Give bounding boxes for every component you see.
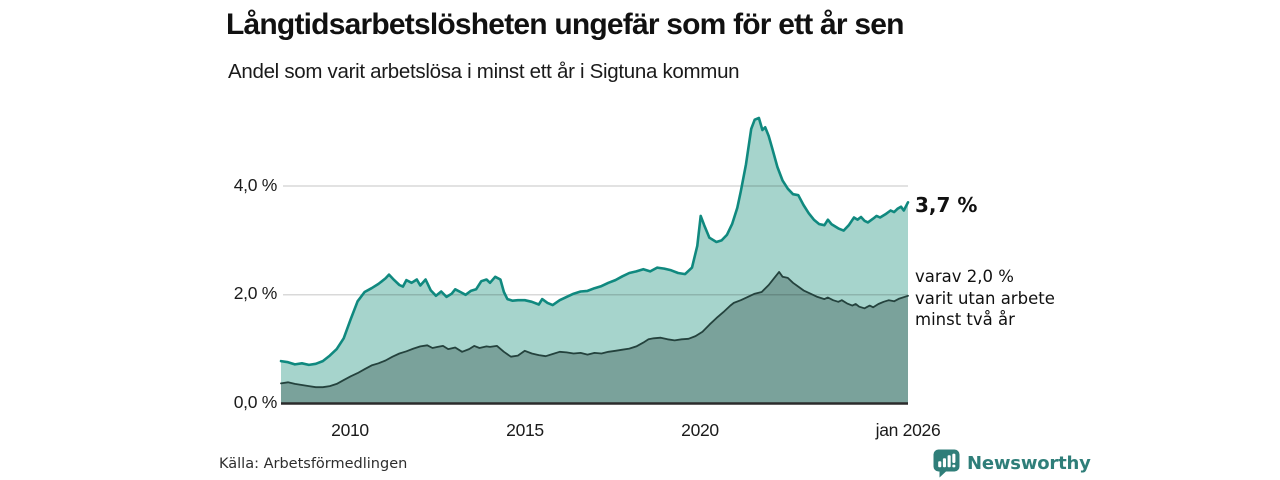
x-axis-tick-2020: 2020: [681, 420, 719, 440]
newsworthy-logo-icon: [933, 449, 960, 478]
brand-name: Newsworthy: [967, 453, 1091, 474]
secondary-series-label-line2: varit utan arbete: [915, 288, 1055, 308]
x-axis-tick-2010: 2010: [331, 420, 369, 440]
secondary-series-label-line1: varav 2,0 %: [915, 267, 1014, 286]
y-axis-tick-0: 0,0 %: [233, 392, 278, 412]
secondary-series-label: varav 2,0 % varit utan arbete minst två …: [915, 266, 1055, 331]
source-attribution: Källa: Arbetsförmedlingen: [219, 456, 408, 472]
page-title: Långtidsarbetslösheten ungefär som för e…: [226, 8, 904, 41]
brand-logo: Newsworthy: [933, 449, 1091, 478]
latest-value-label: 3,7 %: [915, 193, 978, 217]
page-subtitle: Andel som varit arbetslösa i minst ett å…: [228, 60, 740, 83]
x-axis-tick-2015: 2015: [506, 420, 544, 440]
secondary-series-label-line3: minst två år: [915, 310, 1015, 329]
x-axis-tick-jan-2026: jan 2026: [875, 420, 941, 440]
y-axis-tick-2: 2,0 %: [233, 283, 278, 303]
y-axis-tick-4: 4,0 %: [233, 175, 278, 195]
